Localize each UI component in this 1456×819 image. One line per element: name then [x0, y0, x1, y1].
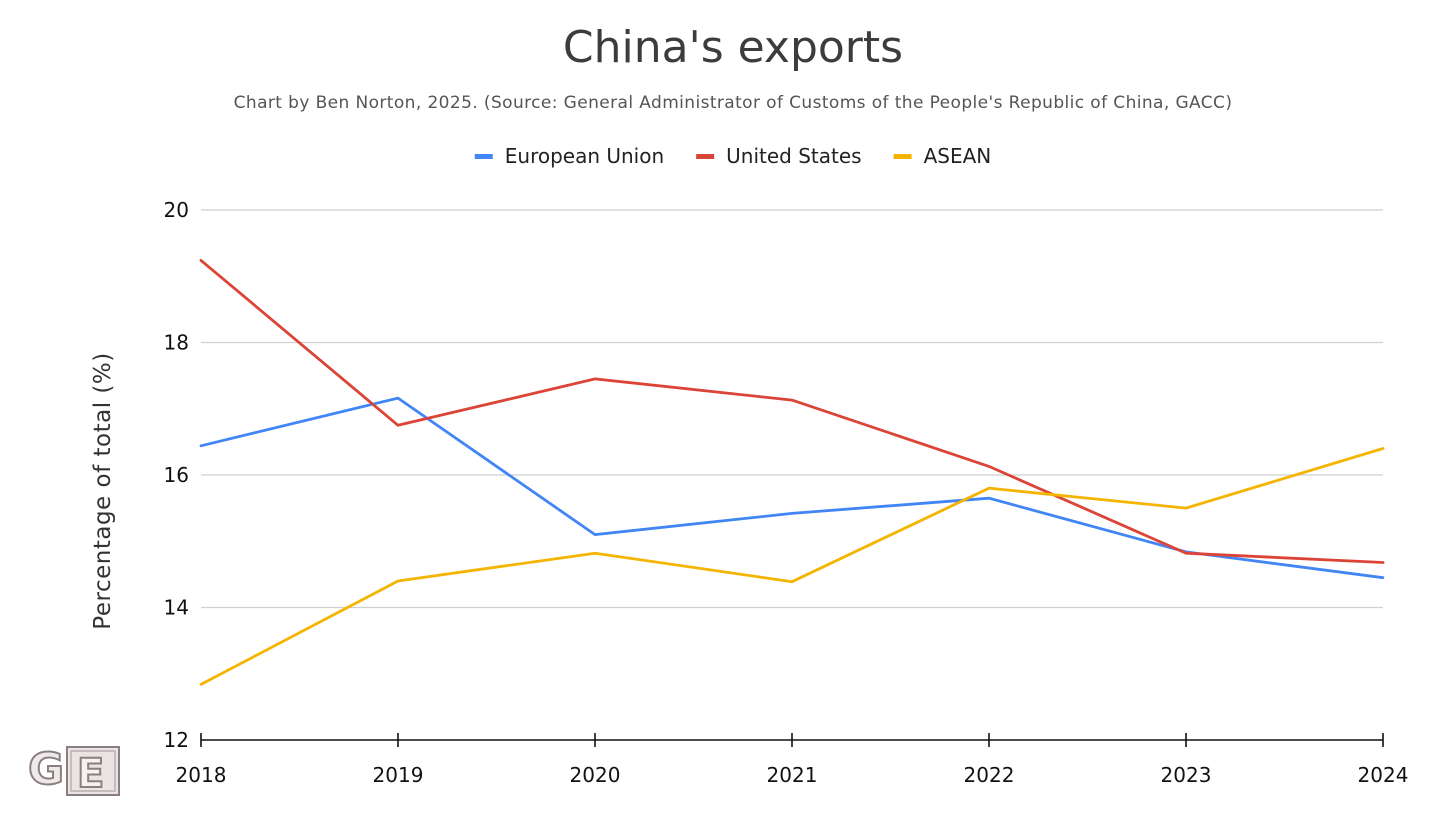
- chart-title: China's exports: [563, 22, 903, 73]
- legend-item: European Union: [474, 144, 664, 168]
- legend-swatch: [696, 154, 715, 159]
- svg-text:E: E: [77, 751, 104, 797]
- y-tick-label: 14: [164, 596, 189, 620]
- x-axis: 2018 2019 2020 2021 2022 2023 2024: [176, 733, 1409, 787]
- gridlines: [201, 209, 1383, 609]
- x-tick-label: 2019: [373, 763, 424, 787]
- series-line-asean: [199, 447, 1385, 686]
- y-tick-label: 12: [164, 728, 189, 752]
- legend: European Union United States ASEAN: [474, 144, 992, 168]
- legend-item: ASEAN: [893, 144, 992, 168]
- y-axis-label: Percentage of total (%): [90, 352, 116, 629]
- x-tick-label: 2022: [964, 763, 1015, 787]
- x-tick-label: 2021: [767, 763, 818, 787]
- legend-swatch: [474, 154, 493, 159]
- ge-logo-icon: G E: [27, 743, 120, 798]
- x-tick-label: 2023: [1161, 763, 1212, 787]
- x-tick-label: 2024: [1358, 763, 1409, 787]
- series-line-united-states: [199, 258, 1385, 564]
- legend-label: United States: [726, 144, 861, 168]
- svg-text:G: G: [28, 744, 64, 795]
- series-line-european-union: [199, 396, 1385, 580]
- legend-label: ASEAN: [924, 144, 992, 168]
- y-tick-label: 16: [164, 463, 189, 487]
- y-tick-label: 18: [164, 331, 189, 355]
- series-lines: [199, 258, 1385, 686]
- chart-subtitle: Chart by Ben Norton, 2025. (Source: Gene…: [234, 93, 1233, 113]
- y-tick-label: 20: [164, 198, 189, 222]
- x-tick-label: 2018: [176, 763, 227, 787]
- legend-label: European Union: [505, 144, 664, 168]
- x-tick-label: 2020: [570, 763, 621, 787]
- y-axis-ticks: 12 14 16 18 20: [164, 198, 189, 752]
- legend-item: United States: [696, 144, 862, 168]
- legend-swatch: [893, 154, 912, 159]
